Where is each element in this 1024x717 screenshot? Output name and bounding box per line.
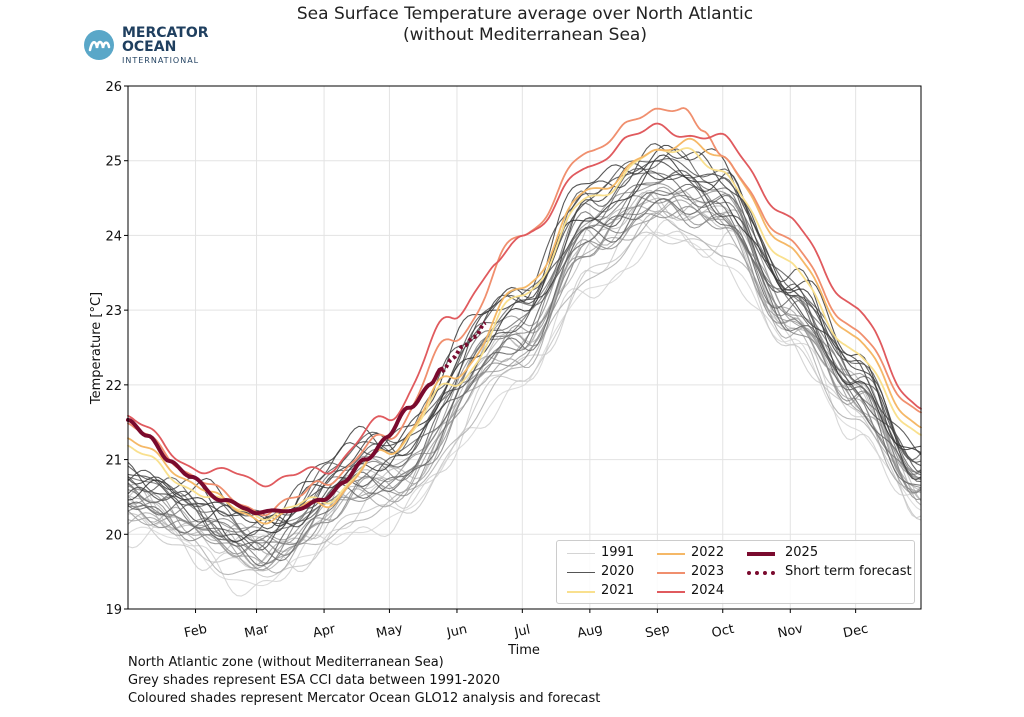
climatology-line-2000 xyxy=(127,210,922,574)
climatology-line-2002 xyxy=(127,186,922,558)
legend-swatch-1991 xyxy=(567,553,595,554)
footnote-zone: North Atlantic zone (without Mediterrane… xyxy=(128,655,444,670)
y-tick-label: 22 xyxy=(105,379,122,394)
x-tick-label-nov: Nov xyxy=(776,621,804,641)
y-axis-ticks: 19 20 21 22 23 24 25 26 xyxy=(105,80,128,618)
mercator-wave-icon xyxy=(84,30,114,60)
year-series-group xyxy=(126,107,922,525)
climatology-line-1993 xyxy=(127,217,922,573)
x-tick-label-feb: Feb xyxy=(183,622,209,641)
climatology-line-2014 xyxy=(127,158,922,517)
climatology-line-2018 xyxy=(127,162,922,528)
y-axis-label: Temperature [°C] xyxy=(89,292,104,405)
y-tick-label: 24 xyxy=(105,229,122,244)
footnote-coloured-shades: Coloured shades represent Mercator Ocean… xyxy=(128,691,601,706)
series-line-2024 xyxy=(127,122,922,488)
logo-text-international: INTERNATIONAL xyxy=(122,56,200,65)
legend-swatch-2025 xyxy=(747,552,775,556)
legend-swatch-2022 xyxy=(657,553,685,555)
climatology-line-2003 xyxy=(127,183,922,541)
y-tick-label: 25 xyxy=(105,155,122,170)
climatology-line-2017 xyxy=(127,143,922,530)
x-tick-label-sep: Sep xyxy=(644,622,671,642)
chart-legend: 1991 2020 2021 2022 2023 2024 2025 Short… xyxy=(556,540,915,604)
climatology-line-2009 xyxy=(127,169,922,542)
x-tick-label-dec: Dec xyxy=(842,622,870,642)
climatology-line-2013 xyxy=(127,148,922,537)
climatology-line-2008 xyxy=(127,169,922,551)
climatology-line-1995 xyxy=(127,189,922,555)
x-tick-label-apr: Apr xyxy=(312,622,338,641)
series-line-2021 xyxy=(127,147,922,521)
legend-swatch-2024 xyxy=(657,591,685,593)
series-line-2025 xyxy=(126,366,444,516)
series-line-2023 xyxy=(127,107,922,517)
climatology-series-group xyxy=(127,143,922,597)
climatology-line-2015 xyxy=(127,170,922,551)
x-tick-label-jun: Jun xyxy=(445,622,469,641)
climatology-line-1991 xyxy=(127,231,922,587)
climatology-line-2007 xyxy=(127,186,922,565)
x-axis-ticks: Feb Mar Apr May Jun Jul Aug Sep Oct Nov Dec xyxy=(183,609,870,642)
plot-frame xyxy=(127,85,922,610)
footnote-grey-shades: Grey shades represent ESA CCI data betwe… xyxy=(128,673,501,688)
climatology-line-1994 xyxy=(127,231,922,578)
mercator-logo: MERCATOR OCEAN INTERNATIONAL xyxy=(82,26,222,70)
x-axis-label: Time xyxy=(507,643,540,658)
legend-swatch-forecast xyxy=(747,571,775,575)
x-tick-label-jul: Jul xyxy=(512,623,531,641)
y-tick-label: 19 xyxy=(105,603,122,618)
climatology-line-1998 xyxy=(127,212,922,576)
x-tick-label-aug: Aug xyxy=(576,622,604,642)
x-tick-label-oct: Oct xyxy=(710,622,735,641)
climatology-line-2012 xyxy=(127,183,922,567)
x-tick-label-mar: Mar xyxy=(243,621,271,641)
legend-swatch-2020 xyxy=(567,572,595,573)
logo-text-ocean: OCEAN xyxy=(122,39,177,55)
legend-label-2024: 2024 xyxy=(691,583,725,598)
legend-label-2021: 2021 xyxy=(601,583,635,598)
y-tick-label: 23 xyxy=(105,304,122,319)
x-tick-label-may: May xyxy=(375,621,405,641)
y-tick-label: 20 xyxy=(105,528,122,543)
legend-label-forecast: Short term forecast xyxy=(785,564,912,579)
climatology-line-2011 xyxy=(127,198,922,562)
climatology-line-2006 xyxy=(127,193,922,546)
climatology-line-1997 xyxy=(127,191,922,555)
chart-title-line1: Sea Surface Temperature average over Nor… xyxy=(296,4,754,24)
legend-label-2023: 2023 xyxy=(691,564,725,579)
legend-label-2022: 2022 xyxy=(691,545,725,560)
legend-label-2025: 2025 xyxy=(785,545,819,560)
chart-title-line2: (without Mediterranean Sea) xyxy=(403,25,647,45)
legend-label-2020: 2020 xyxy=(601,564,635,579)
climatology-line-2010 xyxy=(127,172,922,533)
climatology-line-2004 xyxy=(128,206,922,571)
legend-swatch-2023 xyxy=(657,572,685,574)
y-tick-label: 26 xyxy=(105,80,122,95)
legend-label-1991: 1991 xyxy=(601,545,635,560)
series-line-2022 xyxy=(127,137,922,525)
climatology-line-2020 xyxy=(127,154,922,543)
footnotes: North Atlantic zone (without Mediterrane… xyxy=(128,654,600,708)
legend-swatch-2021 xyxy=(567,591,595,593)
logo-text-mercator: MERCATOR xyxy=(122,25,209,41)
series-line-short-term-forecast xyxy=(440,320,487,374)
y-tick-label: 21 xyxy=(105,454,122,469)
